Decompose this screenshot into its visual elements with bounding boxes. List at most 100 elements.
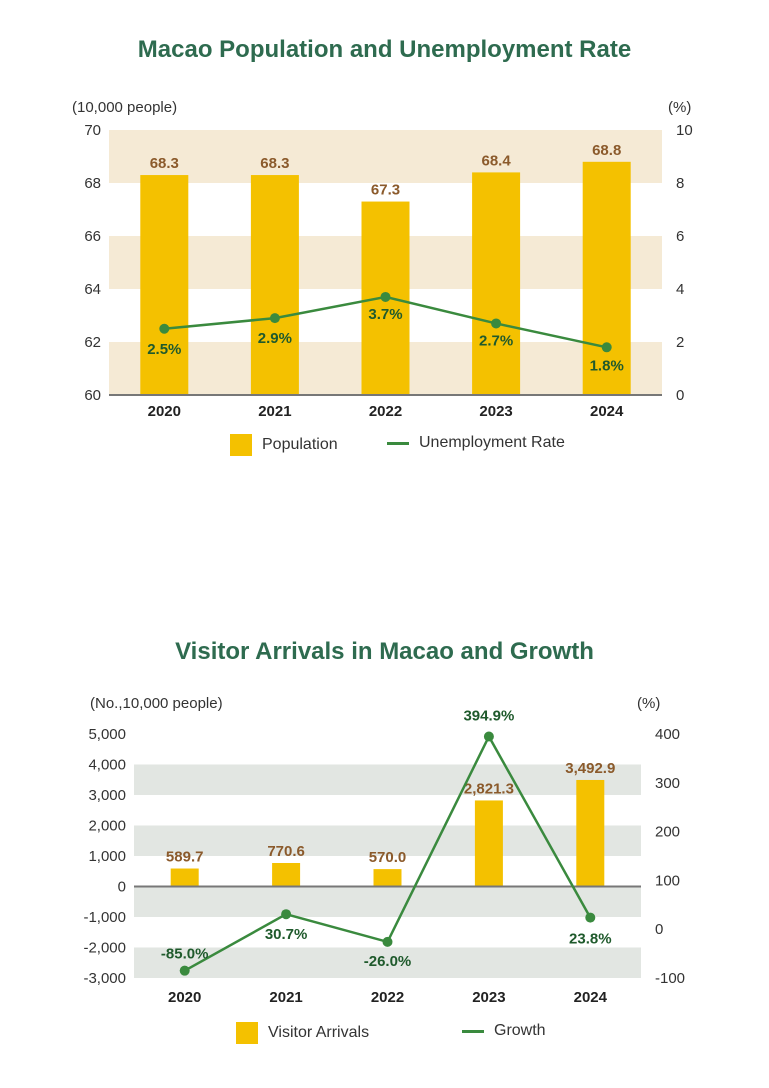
line-point-2022 bbox=[382, 936, 393, 947]
x-tick-label: 2024 bbox=[590, 403, 624, 420]
y-left-tick-label: -1,000 bbox=[83, 909, 126, 926]
x-tick-label: 2022 bbox=[369, 403, 402, 420]
line-value-label: -26.0% bbox=[364, 953, 412, 970]
bar-value-label: 68.8 bbox=[592, 142, 621, 159]
y-right-tick-label: 200 bbox=[655, 824, 680, 841]
line-value-label: 394.9% bbox=[463, 707, 514, 724]
y-right-tick-label: 400 bbox=[655, 726, 680, 743]
grid-band bbox=[134, 886, 641, 917]
y-right-tick-label: 100 bbox=[655, 872, 680, 889]
legend-item-population: Population bbox=[230, 434, 338, 456]
x-tick-label: 2024 bbox=[574, 989, 608, 1006]
line-point-2020 bbox=[159, 323, 170, 334]
y-left-tick-label: 4,000 bbox=[88, 757, 126, 774]
y-left-tick-label: -3,000 bbox=[83, 970, 126, 987]
y-right-tick-label: 8 bbox=[676, 175, 684, 192]
bar-2024 bbox=[576, 779, 605, 887]
legend-bar-swatch bbox=[236, 1022, 258, 1044]
y-right-tick-label: 300 bbox=[655, 775, 680, 792]
x-tick-label: 2022 bbox=[371, 989, 404, 1006]
x-tick-label: 2020 bbox=[168, 989, 201, 1006]
grid-band bbox=[134, 764, 641, 795]
bar-value-label: 68.4 bbox=[481, 152, 511, 169]
bar-2020 bbox=[170, 868, 199, 887]
y-left-tick-label: 0 bbox=[118, 879, 126, 896]
y-left-tick-label: 60 bbox=[84, 387, 101, 404]
bar-2021 bbox=[272, 862, 301, 887]
y-left-tick-label: 2,000 bbox=[88, 818, 126, 835]
line-value-label: 23.8% bbox=[569, 931, 612, 948]
grid-band bbox=[109, 130, 662, 183]
y-left-tick-label: 1,000 bbox=[88, 848, 126, 865]
bar-value-label: 67.3 bbox=[371, 182, 400, 199]
line-value-label: 2.7% bbox=[479, 332, 513, 349]
bar-value-label: 2,821.3 bbox=[464, 780, 514, 797]
legend-label-visitor-arrivals: Visitor Arrivals bbox=[268, 1024, 370, 1041]
bar-2023 bbox=[472, 172, 521, 395]
line-point-2020 bbox=[179, 965, 190, 976]
bar-value-label: 589.7 bbox=[166, 849, 204, 866]
x-tick-label: 2021 bbox=[258, 403, 291, 420]
legend-item-growth: Growth bbox=[462, 1022, 546, 1040]
legend-label-growth: Growth bbox=[494, 1022, 546, 1039]
x-tick-label: 2020 bbox=[148, 403, 181, 420]
y-left-tick-label: 70 bbox=[84, 122, 101, 139]
line-value-label: -85.0% bbox=[161, 946, 209, 963]
line-value-label: 1.8% bbox=[590, 357, 624, 374]
line-value-label: 3.7% bbox=[368, 306, 402, 323]
y-right-tick-label: -100 bbox=[655, 970, 685, 987]
bar-2021 bbox=[250, 175, 299, 395]
y-left-tick-label: 5,000 bbox=[88, 726, 126, 743]
chart2-plot: (No.,10,000 people) (%) -3,000 -2,000 -1,000… bbox=[83, 695, 685, 1006]
legend-line-swatch bbox=[462, 1029, 484, 1033]
bar-2023 bbox=[474, 800, 503, 887]
grid-band bbox=[134, 825, 641, 856]
line-value-label: 2.5% bbox=[147, 341, 181, 358]
y-right-tick-label: 6 bbox=[676, 228, 684, 245]
y-left-tick-label: 66 bbox=[84, 228, 101, 245]
y-right-tick-label: 0 bbox=[676, 387, 684, 404]
line-point-2024 bbox=[585, 912, 596, 923]
bar-2022 bbox=[373, 869, 402, 887]
line-point-2023 bbox=[483, 731, 494, 742]
y-right-tick-label: 10 bbox=[676, 122, 693, 139]
y-left-tick-label: 68 bbox=[84, 175, 101, 192]
x-tick-label: 2021 bbox=[269, 989, 302, 1006]
bar-2020 bbox=[140, 175, 189, 395]
x-tick-label: 2023 bbox=[479, 403, 512, 420]
y-left-tick-label: 64 bbox=[84, 281, 101, 298]
legend-line-swatch bbox=[387, 441, 409, 445]
legend-label-population: Population bbox=[262, 436, 338, 453]
bar-value-label: 68.3 bbox=[150, 155, 179, 172]
bar-2024 bbox=[582, 161, 631, 395]
line-value-label: 2.9% bbox=[258, 330, 292, 347]
y-right-tick-label: 2 bbox=[676, 334, 684, 351]
chart1-title: Macao Population and Unemployment Rate bbox=[137, 36, 632, 63]
chart1-plot: (10,000 people) (%)606264666870024681068.… bbox=[72, 99, 693, 420]
line-value-label: 30.7% bbox=[265, 926, 308, 943]
chart2-title: Visitor Arrivals in Macao and Growth bbox=[175, 638, 594, 665]
line-point-2024 bbox=[601, 342, 612, 353]
bar-value-label: 570.0 bbox=[369, 849, 407, 866]
y-right-tick-label: 4 bbox=[676, 281, 684, 298]
y-left-unit-label: (No.,10,000 people) bbox=[90, 695, 223, 712]
y-left-tick-label: -2,000 bbox=[83, 940, 126, 957]
y-left-tick-label: 3,000 bbox=[88, 787, 126, 804]
line-point-2023 bbox=[491, 318, 502, 329]
y-left-unit-label: (10,000 people) bbox=[72, 99, 177, 116]
y-right-tick-label: 0 bbox=[655, 921, 663, 938]
line-point-2022 bbox=[380, 291, 391, 302]
y-left-tick-label: 62 bbox=[84, 334, 101, 351]
chart2-legend: Visitor Arrivals Growth bbox=[0, 1022, 769, 1050]
bar-value-label: 770.6 bbox=[267, 843, 305, 860]
chart1-legend: Population Unemployment Rate bbox=[0, 434, 769, 462]
legend-bar-swatch bbox=[230, 434, 252, 456]
y-right-unit-label: (%) bbox=[637, 695, 660, 712]
bar-value-label: 68.3 bbox=[260, 155, 289, 172]
y-right-unit-label: (%) bbox=[668, 99, 691, 116]
legend-label-unemployment-rate: Unemployment Rate bbox=[419, 434, 565, 451]
line-point-2021 bbox=[281, 909, 292, 920]
x-tick-label: 2023 bbox=[472, 989, 505, 1006]
line-point-2021 bbox=[269, 313, 280, 324]
legend-item-unemployment-rate: Unemployment Rate bbox=[387, 434, 565, 452]
